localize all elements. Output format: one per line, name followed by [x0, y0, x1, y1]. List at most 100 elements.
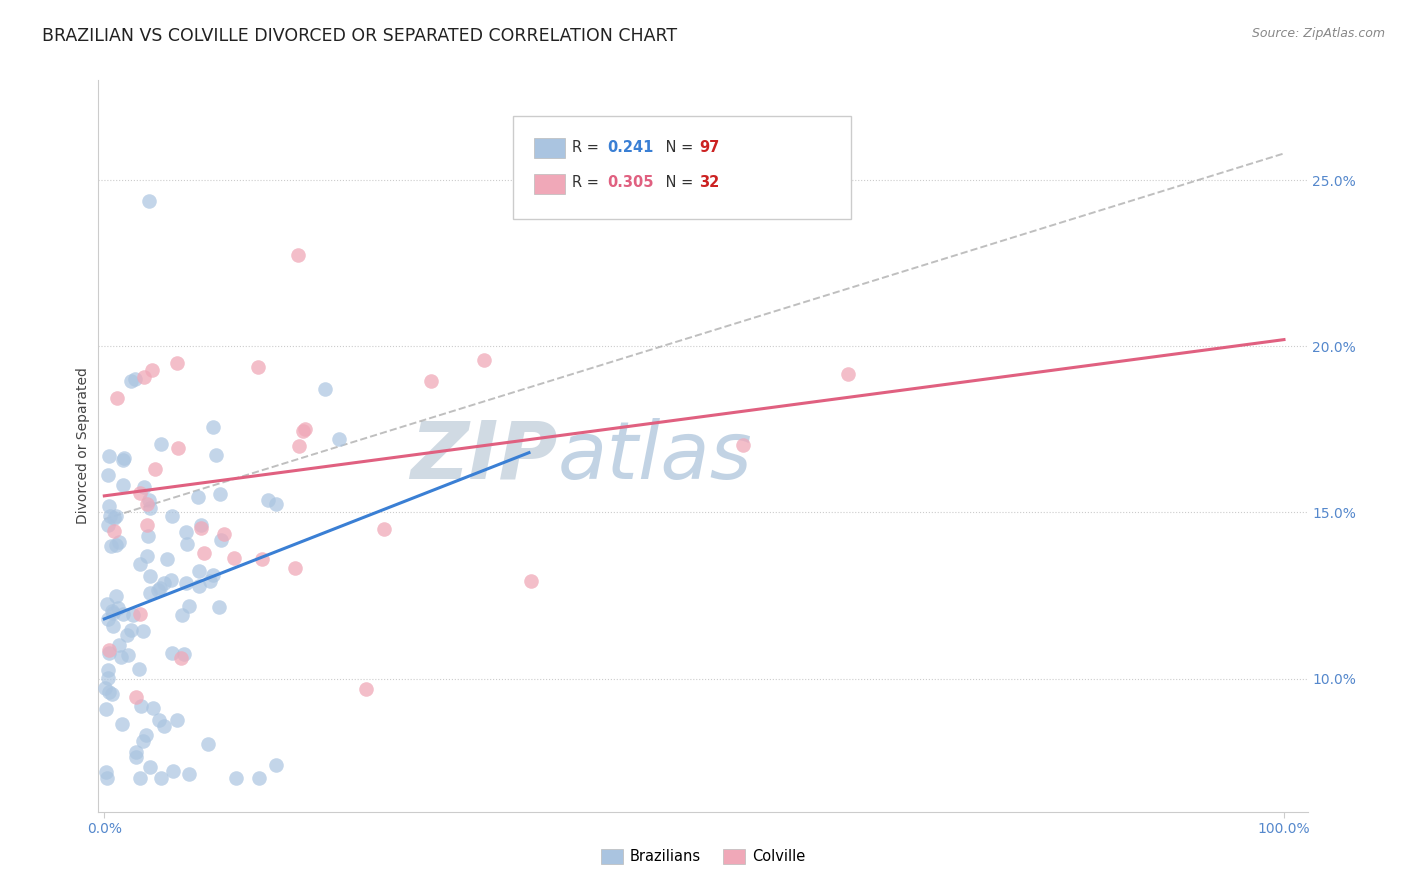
Y-axis label: Divorced or Separated: Divorced or Separated [76, 368, 90, 524]
Point [129, 699, 152, 714]
Point [94, 765, 117, 780]
Point [112, 451, 135, 466]
Point [139, 500, 162, 515]
Point [139, 760, 162, 774]
Point [124, 745, 146, 759]
Point [177, 599, 200, 613]
Point [108, 638, 131, 652]
Point [97, 449, 120, 463]
Point [328, 432, 350, 446]
Point [170, 607, 193, 622]
Point [153, 719, 176, 733]
Point [120, 374, 142, 388]
Point [174, 576, 197, 591]
Point [129, 772, 152, 786]
Point [190, 521, 212, 535]
Text: 0.241: 0.241 [607, 140, 654, 154]
Point [150, 437, 173, 451]
Point [176, 525, 198, 540]
Point [222, 550, 245, 565]
Point [160, 508, 183, 523]
Point [111, 478, 134, 492]
Point [122, 608, 145, 623]
Point [134, 481, 156, 495]
Point [125, 750, 148, 764]
Text: R =: R = [572, 140, 603, 154]
Point [96, 772, 118, 786]
Point [176, 536, 198, 550]
Point [136, 529, 159, 543]
Point [132, 370, 155, 384]
Point [291, 424, 314, 438]
Point [112, 607, 135, 622]
Point [128, 557, 150, 571]
Point [98, 509, 121, 524]
Text: Source: ZipAtlas.com: Source: ZipAtlas.com [1251, 27, 1385, 40]
Point [177, 767, 200, 781]
Point [153, 575, 176, 590]
Point [101, 687, 124, 701]
Point [136, 518, 159, 533]
Point [128, 662, 150, 676]
Point [135, 728, 157, 742]
Point [120, 623, 142, 637]
Point [264, 758, 287, 772]
Point [94, 681, 117, 696]
Point [97, 646, 120, 660]
Legend: Brazilians, Colville: Brazilians, Colville [595, 843, 811, 871]
Point [314, 383, 336, 397]
Point [520, 574, 543, 589]
Point [97, 468, 120, 483]
Point [129, 485, 152, 500]
Point [142, 700, 165, 714]
Point [136, 497, 159, 511]
Point [97, 612, 120, 626]
Point [156, 552, 179, 566]
Text: N =: N = [661, 140, 697, 154]
Point [96, 597, 118, 611]
Point [138, 194, 160, 208]
Point [214, 526, 236, 541]
Point [117, 628, 139, 642]
Point [132, 624, 155, 639]
Point [97, 518, 120, 533]
Point [132, 734, 155, 748]
Point [139, 586, 162, 600]
Point [100, 604, 122, 618]
Point [100, 539, 122, 553]
Point [138, 569, 160, 583]
Point [187, 490, 209, 504]
Text: ZIP: ZIP [411, 418, 558, 496]
Point [225, 772, 247, 786]
Point [125, 690, 148, 704]
Point [264, 497, 287, 511]
Point [160, 573, 183, 587]
Point [373, 522, 395, 536]
Point [287, 247, 309, 261]
Point [207, 599, 229, 614]
Point [187, 579, 209, 593]
Point [117, 648, 139, 663]
Point [472, 352, 495, 367]
Text: atlas: atlas [558, 418, 752, 496]
Point [97, 664, 120, 678]
Point [103, 524, 125, 538]
Point [97, 685, 120, 699]
Point [170, 650, 193, 665]
Point [148, 714, 170, 728]
Text: BRAZILIAN VS COLVILLE DIVORCED OR SEPARATED CORRELATION CHART: BRAZILIAN VS COLVILLE DIVORCED OR SEPARA… [42, 27, 678, 45]
Point [162, 764, 184, 779]
Point [209, 487, 232, 501]
Point [202, 568, 225, 582]
Point [252, 551, 274, 566]
Point [288, 439, 311, 453]
Point [150, 772, 173, 786]
Point [733, 438, 755, 452]
Point [111, 452, 134, 467]
Point [124, 372, 146, 386]
Point [111, 716, 134, 731]
Point [247, 772, 270, 786]
Point [135, 549, 157, 563]
Point [354, 682, 377, 697]
Point [105, 508, 128, 523]
